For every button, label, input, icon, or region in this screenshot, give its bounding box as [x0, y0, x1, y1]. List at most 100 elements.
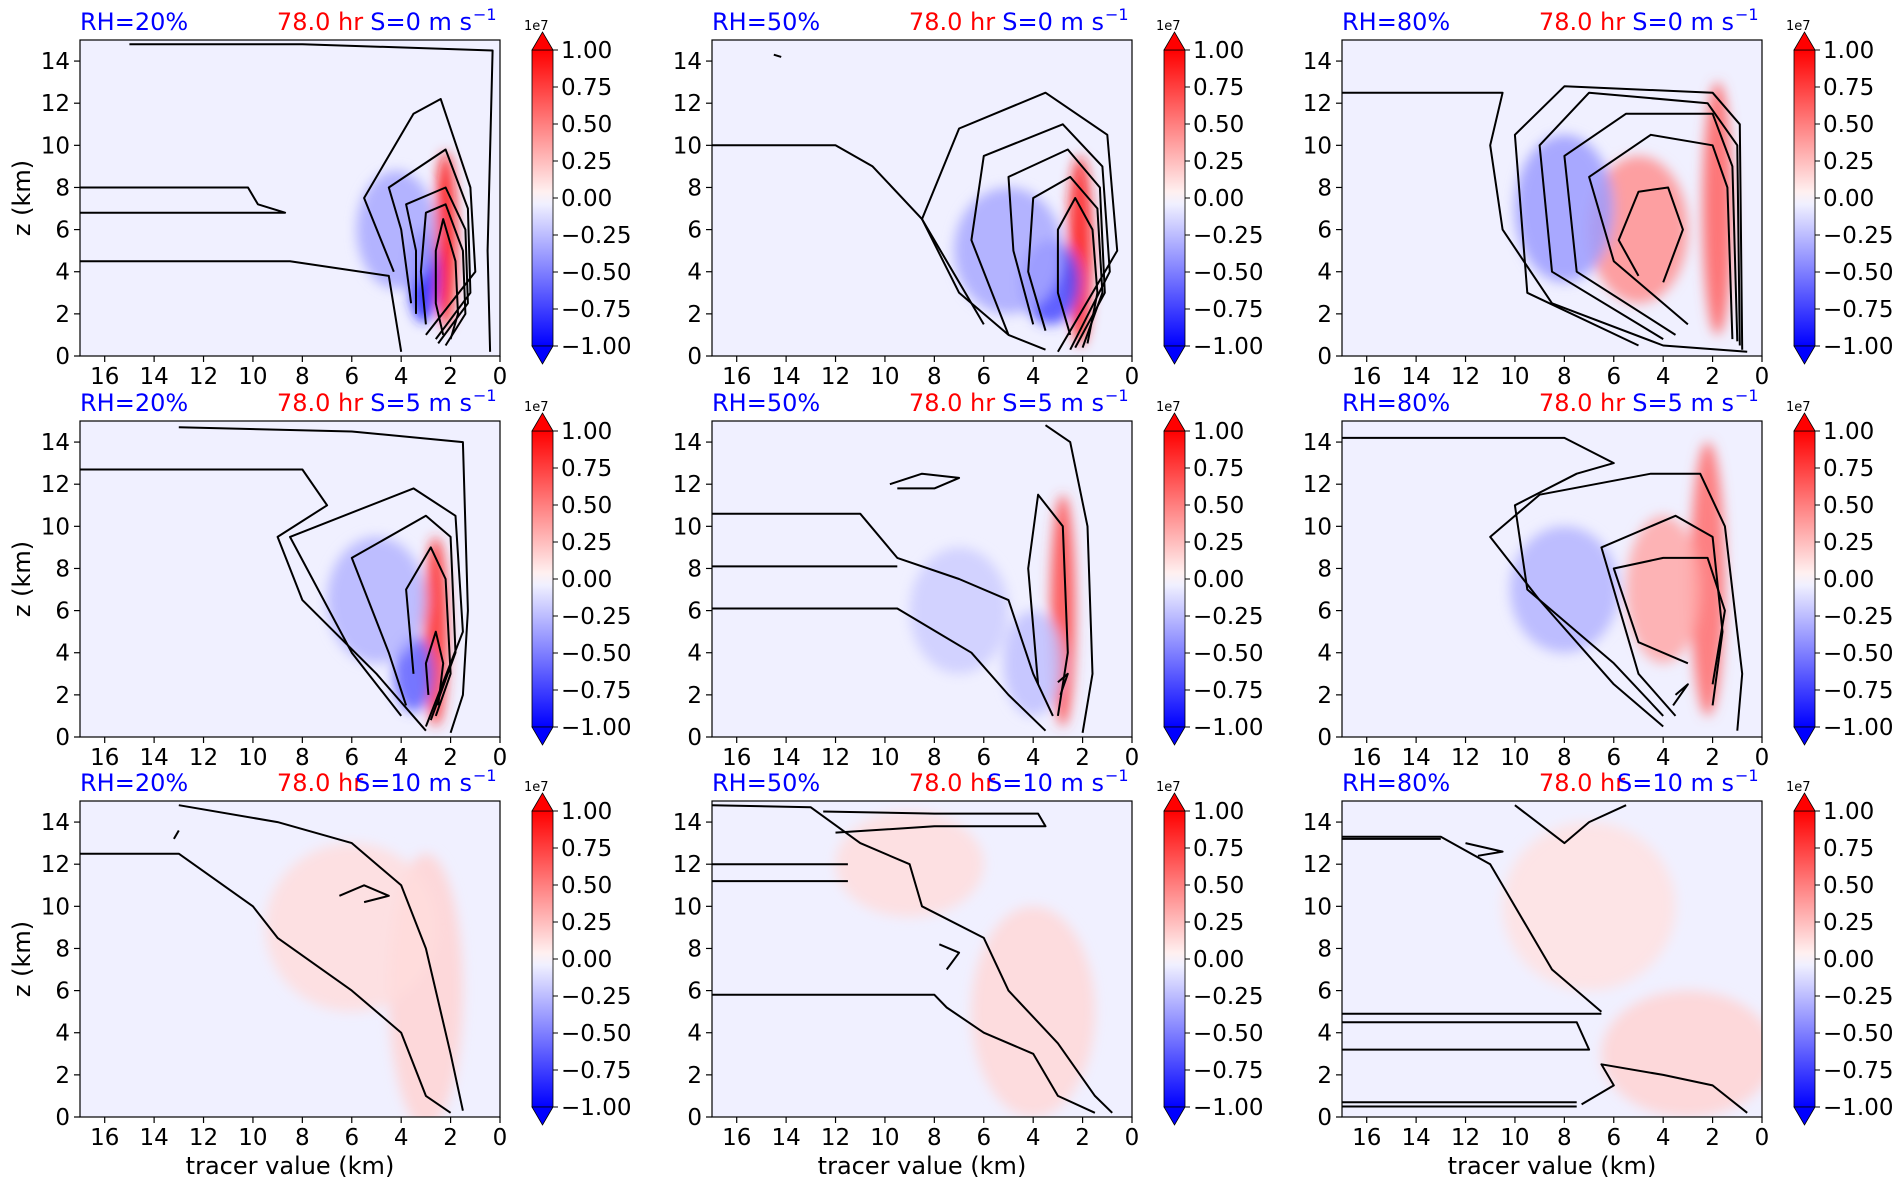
panel-rh-title: RH=80% [1342, 769, 1450, 797]
x-tick-label: 2 [1705, 1125, 1720, 1151]
panel-rh20-s5: 16 14 12 10 8 6 4 2 0 0 2 4 6 8 10 12 14 RH=20% 78.0 hr S=5… [8, 386, 631, 771]
y-tick-label: 8 [55, 936, 70, 962]
x-tick-label: 0 [1125, 1125, 1140, 1151]
panel-shear-unit-exponent: −1 [1735, 386, 1759, 405]
panel-rh-title: RH=20% [80, 769, 188, 797]
x-tick-label: 4 [1656, 745, 1671, 771]
y-tick-label: 4 [1317, 641, 1332, 667]
contour-line [80, 852, 452, 1114]
colorbar-gradient [1163, 430, 1186, 728]
x-tick-label: 4 [1656, 1125, 1671, 1151]
anomaly-blob [393, 635, 434, 712]
colorbar-tick-label: −0.75 [561, 1058, 631, 1084]
contour-line [1617, 186, 1684, 283]
panel-rh-title: RH=20% [80, 8, 188, 36]
x-axis-label: tracer value (km) [1448, 1152, 1657, 1180]
anomaly-blob [265, 843, 439, 1012]
contour-line [970, 123, 1111, 351]
x-tick-label: 10 [870, 745, 899, 771]
colorbar-tick-label: 1.00 [1823, 419, 1874, 445]
colorbar-tick-label: 0.25 [1823, 149, 1874, 175]
panel-shear-title: S=5 m s [1002, 389, 1104, 417]
panel-time-title: 78.0 hr [277, 8, 363, 36]
colorbar-offset-text: 1e7 [1156, 400, 1181, 415]
y-tick-label: 8 [1317, 936, 1332, 962]
y-tick-label: 8 [1317, 556, 1332, 582]
x-tick-label: 14 [1401, 364, 1430, 390]
panel-rh-title: RH=20% [80, 389, 188, 417]
x-tick-label: 14 [771, 745, 800, 771]
x-tick-label: 10 [870, 364, 899, 390]
y-tick-label: 0 [55, 344, 70, 370]
axes-frame [711, 39, 1133, 357]
axes-frame [79, 39, 501, 357]
colorbar-tick-label: 0.75 [1193, 836, 1244, 862]
colorbar-gradient [1793, 810, 1816, 1108]
colorbar-tick-label: −0.50 [1823, 1021, 1893, 1047]
x-tick-label: 2 [443, 1125, 458, 1151]
y-tick-label: 2 [1317, 1063, 1332, 1089]
anomaly-field [954, 155, 1093, 346]
x-tick-label: 0 [1755, 1125, 1770, 1151]
y-tick-label: 8 [55, 556, 70, 582]
colorbar-tick-label: 0.50 [1823, 493, 1874, 519]
y-tick-label: 4 [687, 641, 702, 667]
colorbar-tick-label: 0.75 [561, 836, 612, 862]
panel-time-title: 78.0 hr [909, 389, 995, 417]
anomaly-blob [971, 906, 1095, 1117]
x-tick-label: 4 [394, 1125, 409, 1151]
colorbar-tick-label: 1.00 [561, 799, 612, 825]
y-tick-label: 2 [687, 1063, 702, 1089]
y-tick-label: 10 [673, 133, 702, 159]
y-tick-label: 12 [41, 91, 70, 117]
x-tick-label: 12 [1451, 1125, 1480, 1151]
x-tick-label: 6 [976, 745, 991, 771]
x-tick-label: 14 [139, 364, 168, 390]
colorbar-tick-label: 0.00 [1823, 567, 1874, 593]
y-tick-label: 6 [687, 218, 702, 244]
contour-line [1538, 91, 1741, 346]
anomaly-blob [1626, 515, 1701, 664]
x-tick-label: 2 [1075, 1125, 1090, 1151]
colorbar-offset-text: 1e7 [524, 780, 549, 795]
contour-line [712, 512, 1054, 717]
contour-line [1600, 514, 1724, 717]
y-tick-label: 2 [1317, 302, 1332, 328]
colorbar-tick-label: −0.75 [1193, 678, 1263, 704]
y-tick-label: 2 [1317, 683, 1332, 709]
panel-shear-unit-exponent: −1 [473, 5, 497, 24]
axes-frame [79, 420, 501, 738]
y-tick-label: 6 [687, 599, 702, 625]
colorbar-tick-label: −0.25 [1193, 604, 1263, 630]
x-tick-label: 10 [1500, 364, 1529, 390]
panel-shear-unit-exponent: −1 [1105, 766, 1129, 785]
panel-shear-title: S=0 m s [1002, 8, 1104, 36]
anomaly-blob [1690, 442, 1725, 716]
y-tick-label: 0 [1317, 344, 1332, 370]
colorbar: 1e7 1.00 0.75 0.50 0.25 0.00 −0.25 −0.50 −0.75 −1… [1786, 19, 1893, 365]
panel-time-title: 78.0 hr [1539, 769, 1625, 797]
x-tick-label: 4 [1656, 364, 1671, 390]
y-tick-label: 0 [687, 1105, 702, 1131]
axes-frame [79, 800, 501, 1118]
panel-shear-unit-exponent: −1 [1105, 386, 1129, 405]
y-tick-label: 0 [55, 725, 70, 751]
contour-line [1672, 683, 1689, 706]
y-tick-label: 14 [673, 430, 702, 456]
panel-shear-title: S=5 m s [1632, 389, 1734, 417]
y-tick-label: 14 [41, 810, 70, 836]
contour-line [712, 804, 1113, 1114]
colorbar-tick-label: 0.50 [561, 493, 612, 519]
colorbar-tick-label: 0.75 [1193, 75, 1244, 101]
y-tick-label: 8 [55, 175, 70, 201]
colorbar-tick-label: 1.00 [561, 38, 612, 64]
y-tick-label: 6 [55, 218, 70, 244]
x-tick-label: 4 [1026, 1125, 1041, 1151]
panel-shear-unit-exponent: −1 [473, 766, 497, 785]
anomaly-blob [954, 187, 1063, 314]
colorbar-tick-label: 0.75 [561, 75, 612, 101]
contour-line [1342, 1021, 1591, 1051]
contour-lines [712, 53, 1119, 353]
colorbar-tick-label: −0.50 [1823, 641, 1893, 667]
y-tick-label: 12 [41, 472, 70, 498]
